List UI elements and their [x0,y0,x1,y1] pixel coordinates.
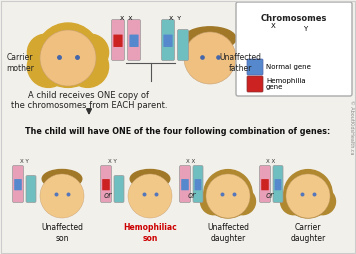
FancyBboxPatch shape [129,35,138,47]
FancyBboxPatch shape [273,166,283,202]
Text: Chromosomes: Chromosomes [261,14,327,23]
Circle shape [128,174,172,218]
FancyBboxPatch shape [260,166,271,202]
Text: or: or [266,192,274,200]
FancyBboxPatch shape [181,179,189,190]
Text: Y: Y [303,26,307,32]
Text: X: X [271,23,276,29]
Text: Carrier
mother: Carrier mother [6,53,34,73]
Text: X X: X X [266,159,276,164]
Text: © AboutKidsHealth.ca: © AboutKidsHealth.ca [350,100,355,154]
Circle shape [281,188,307,215]
Text: or: or [188,192,196,200]
Text: Hemophilia
gene: Hemophilia gene [266,77,305,90]
FancyBboxPatch shape [102,179,110,190]
Text: X Y: X Y [20,159,28,164]
Ellipse shape [42,169,82,188]
FancyBboxPatch shape [127,20,141,60]
Text: the chromosomes from EACH parent.: the chromosomes from EACH parent. [11,101,167,109]
FancyBboxPatch shape [114,176,124,202]
Circle shape [27,34,64,71]
FancyBboxPatch shape [274,179,281,190]
FancyBboxPatch shape [12,166,23,202]
Ellipse shape [184,27,236,50]
Circle shape [229,188,256,215]
Circle shape [206,174,250,218]
Text: X  Y: X Y [169,15,181,21]
Text: Unaffected
daughter: Unaffected daughter [207,223,249,243]
Circle shape [286,174,330,218]
FancyBboxPatch shape [293,27,304,56]
Text: Unaffected
father: Unaffected father [219,53,261,73]
Circle shape [200,188,227,215]
FancyBboxPatch shape [179,166,190,202]
FancyBboxPatch shape [162,20,174,60]
FancyBboxPatch shape [14,179,22,190]
Text: The child will have ONE of the four following combination of genes:: The child will have ONE of the four foll… [25,127,331,136]
Text: A child receives ONE copy of: A child receives ONE copy of [28,90,150,100]
FancyBboxPatch shape [163,35,173,47]
Text: X X: X X [187,159,196,164]
Circle shape [40,174,84,218]
Circle shape [204,170,252,218]
Text: Unaffected
son: Unaffected son [41,223,83,243]
Text: or: or [104,192,112,200]
FancyBboxPatch shape [114,35,122,47]
Circle shape [72,34,109,71]
Text: X  X: X X [120,15,132,21]
FancyBboxPatch shape [26,176,36,202]
FancyBboxPatch shape [247,59,263,75]
Circle shape [184,32,236,84]
Circle shape [27,45,69,87]
Ellipse shape [130,169,170,188]
Text: Carrier
daughter: Carrier daughter [290,223,326,243]
Text: X Y: X Y [108,159,116,164]
FancyBboxPatch shape [260,20,272,58]
FancyBboxPatch shape [236,2,352,96]
FancyBboxPatch shape [111,20,125,60]
Circle shape [309,188,335,215]
FancyBboxPatch shape [178,29,188,60]
FancyBboxPatch shape [100,166,111,202]
Circle shape [67,45,109,87]
Text: Hemophiliac
son: Hemophiliac son [123,223,177,243]
Circle shape [36,23,100,87]
Circle shape [40,30,96,86]
FancyBboxPatch shape [261,179,269,190]
FancyBboxPatch shape [195,179,201,190]
FancyBboxPatch shape [193,166,203,202]
FancyBboxPatch shape [247,76,263,92]
Circle shape [284,170,332,218]
Text: Normal gene: Normal gene [266,64,311,70]
